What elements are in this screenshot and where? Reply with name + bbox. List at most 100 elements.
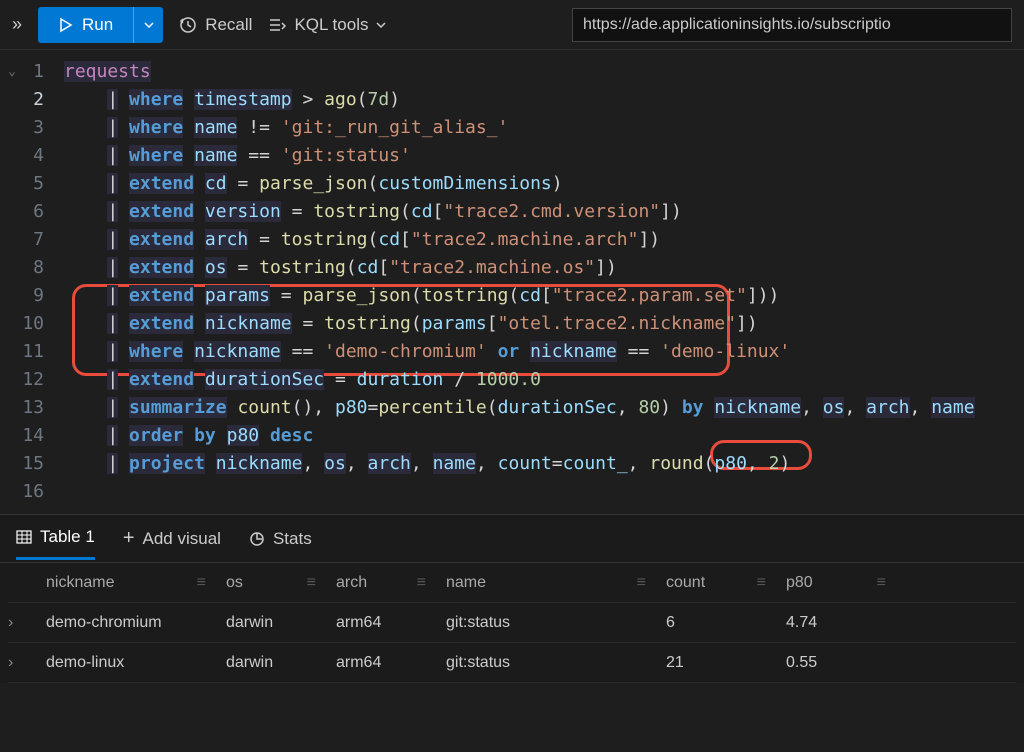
code-content[interactable]: | extend nickname = tostring(params["ote… — [56, 310, 758, 338]
code-content[interactable]: | where nickname == 'demo-chromium' or n… — [56, 338, 790, 366]
recall-icon — [179, 16, 197, 34]
col-arch[interactable]: arch≡ — [326, 574, 436, 592]
code-content[interactable]: | extend durationSec = duration / 1000.0 — [56, 366, 541, 394]
col-nickname[interactable]: nickname≡ — [36, 574, 216, 592]
col-count[interactable]: count≡ — [656, 574, 776, 592]
code-content[interactable]: | project nickname, os, arch, name, coun… — [56, 450, 790, 478]
code-content[interactable]: | where name != 'git:_run_git_alias_' — [56, 114, 508, 142]
line-number: 5 — [0, 170, 56, 198]
line-number: 8 — [0, 254, 56, 282]
code-content[interactable]: | summarize count(), p80=percentile(dura… — [56, 394, 975, 422]
code-line[interactable]: 14 | order by p80 desc — [0, 422, 1024, 450]
line-number: 9 — [0, 282, 56, 310]
code-content[interactable]: | extend params = parse_json(tostring(cd… — [56, 282, 779, 310]
line-number: 14 — [0, 422, 56, 450]
code-content[interactable]: | where timestamp > ago(7d) — [56, 86, 400, 114]
cell-name: git:status — [436, 614, 656, 632]
code-editor[interactable]: 1⌄requests2 | where timestamp > ago(7d)3… — [0, 50, 1024, 514]
code-line[interactable]: 15 | project nickname, os, arch, name, c… — [0, 450, 1024, 478]
table-row[interactable]: ›demo-chromiumdarwinarm64git:status64.74 — [8, 603, 1016, 643]
tab-stats[interactable]: Stats — [249, 529, 312, 549]
plus-icon: + — [123, 527, 135, 550]
recall-button[interactable]: Recall — [179, 15, 252, 35]
line-number: 16 — [0, 478, 56, 506]
chevron-down-icon — [376, 22, 386, 28]
kql-tools-button[interactable]: KQL tools — [268, 15, 386, 35]
code-line[interactable]: 2 | where timestamp > ago(7d) — [0, 86, 1024, 114]
line-number: 10 — [0, 310, 56, 338]
code-content[interactable]: | extend version = tostring(cd["trace2.c… — [56, 198, 682, 226]
fold-icon[interactable]: ⌄ — [8, 58, 16, 86]
cell-name: git:status — [436, 654, 656, 672]
code-content[interactable]: requests — [56, 58, 151, 86]
cell-p80: 0.55 — [776, 654, 896, 672]
tab-addvisual-label: Add visual — [143, 529, 221, 549]
table-header: nickname≡ os≡ arch≡ name≡ count≡ p80≡ — [8, 563, 1016, 603]
code-line[interactable]: 6 | extend version = tostring(cd["trace2… — [0, 198, 1024, 226]
code-line[interactable]: 8 | extend os = tostring(cd["trace2.mach… — [0, 254, 1024, 282]
col-p80[interactable]: p80≡ — [776, 574, 896, 592]
run-label: Run — [82, 15, 113, 35]
line-number: 6 — [0, 198, 56, 226]
line-number: 13 — [0, 394, 56, 422]
kql-tools-label: KQL tools — [294, 15, 368, 35]
code-line[interactable]: 7 | extend arch = tostring(cd["trace2.ma… — [0, 226, 1024, 254]
results-table: nickname≡ os≡ arch≡ name≡ count≡ p80≡ ›d… — [0, 562, 1024, 683]
code-content[interactable]: | where name == 'git:status' — [56, 142, 411, 170]
cell-nickname: demo-chromium — [36, 614, 216, 632]
code-line[interactable]: 9 | extend params = parse_json(tostring(… — [0, 282, 1024, 310]
cell-arch: arm64 — [326, 654, 436, 672]
play-icon — [58, 17, 74, 33]
code-line[interactable]: 3 | where name != 'git:_run_git_alias_' — [0, 114, 1024, 142]
code-line[interactable]: 12 | extend durationSec = duration / 100… — [0, 366, 1024, 394]
expand-row-icon[interactable]: › — [8, 614, 36, 632]
line-number: 12 — [0, 366, 56, 394]
cell-p80: 4.74 — [776, 614, 896, 632]
run-dropdown-icon[interactable] — [133, 7, 163, 43]
cell-nickname: demo-linux — [36, 654, 216, 672]
run-button[interactable]: Run — [38, 7, 163, 43]
code-line[interactable]: 10 | extend nickname = tostring(params["… — [0, 310, 1024, 338]
line-number: 15 — [0, 450, 56, 478]
cell-arch: arm64 — [326, 614, 436, 632]
code-line[interactable]: 4 | where name == 'git:status' — [0, 142, 1024, 170]
toolbar: » Run Recall KQL tools — [0, 0, 1024, 50]
stats-icon — [249, 531, 265, 547]
code-content[interactable]: | order by p80 desc — [56, 422, 313, 450]
code-content[interactable]: | extend arch = tostring(cd["trace2.mach… — [56, 226, 660, 254]
line-number: 7 — [0, 226, 56, 254]
cell-os: darwin — [216, 614, 326, 632]
line-number: 3 — [0, 114, 56, 142]
table-row[interactable]: ›demo-linuxdarwinarm64git:status210.55 — [8, 643, 1016, 683]
code-content[interactable]: | extend os = tostring(cd["trace2.machin… — [56, 254, 617, 282]
tab-table[interactable]: Table 1 — [16, 527, 95, 560]
results-panel: Table 1 + Add visual Stats nickname≡ os≡… — [0, 514, 1024, 683]
tab-add-visual[interactable]: + Add visual — [123, 527, 221, 550]
run-button-main[interactable]: Run — [38, 7, 133, 43]
url-input[interactable] — [572, 8, 1012, 42]
tab-stats-label: Stats — [273, 529, 312, 549]
code-line[interactable]: 11 | where nickname == 'demo-chromium' o… — [0, 338, 1024, 366]
line-number: 11 — [0, 338, 56, 366]
code-content[interactable]: | extend cd = parse_json(customDimension… — [56, 170, 563, 198]
expand-row-icon[interactable]: › — [8, 654, 36, 672]
kql-tools-icon — [268, 16, 286, 34]
cell-os: darwin — [216, 654, 326, 672]
code-line[interactable]: 1⌄requests — [0, 58, 1024, 86]
recall-label: Recall — [205, 15, 252, 35]
col-name[interactable]: name≡ — [436, 574, 656, 592]
code-content[interactable] — [56, 478, 107, 506]
line-number: 1⌄ — [0, 58, 56, 86]
tab-table-label: Table 1 — [40, 527, 95, 547]
col-os[interactable]: os≡ — [216, 574, 326, 592]
expand-icon[interactable]: » — [12, 14, 22, 35]
code-line[interactable]: 13 | summarize count(), p80=percentile(d… — [0, 394, 1024, 422]
results-tabs: Table 1 + Add visual Stats — [0, 515, 1024, 562]
line-number: 4 — [0, 142, 56, 170]
code-line[interactable]: 16 — [0, 478, 1024, 506]
cell-count: 6 — [656, 614, 776, 632]
line-number: 2 — [0, 86, 56, 114]
cell-count: 21 — [656, 654, 776, 672]
table-icon — [16, 529, 32, 545]
code-line[interactable]: 5 | extend cd = parse_json(customDimensi… — [0, 170, 1024, 198]
